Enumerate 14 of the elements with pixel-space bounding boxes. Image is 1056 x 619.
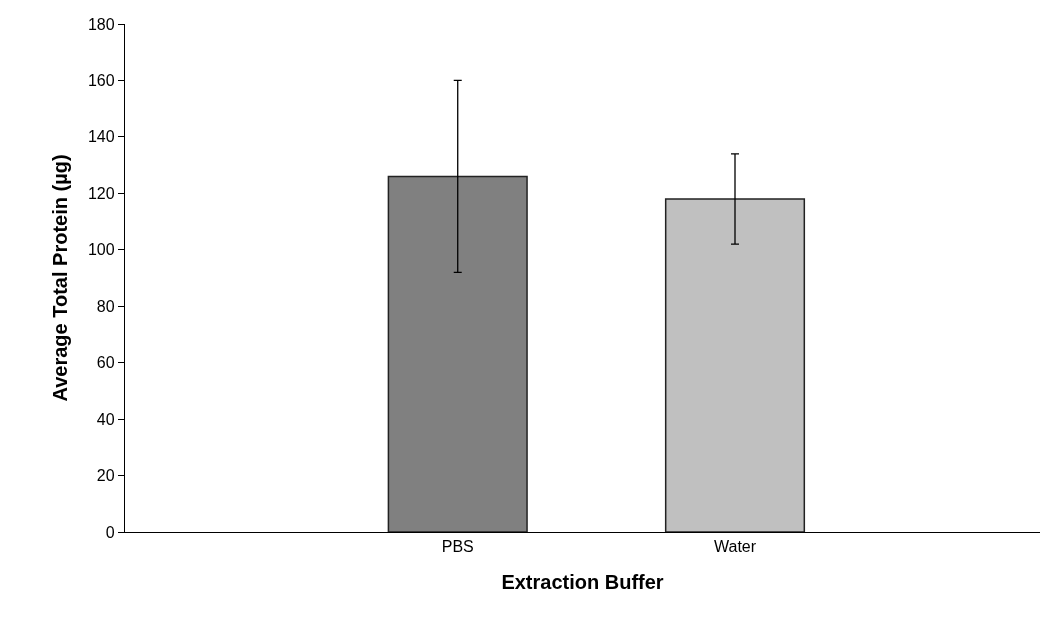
x-tick-label: Water bbox=[713, 538, 757, 556]
y-tick-label: 100 bbox=[87, 241, 115, 259]
y-tick-label: 160 bbox=[87, 72, 115, 90]
y-tick-label: 60 bbox=[96, 354, 115, 372]
y-tick-label: 40 bbox=[96, 410, 115, 428]
x-axis-title: Extraction Buffer bbox=[501, 570, 664, 593]
y-tick-label: 0 bbox=[105, 523, 115, 541]
y-axis-title: Average Total Protein (µg) bbox=[49, 154, 72, 402]
y-tick-label: 140 bbox=[87, 128, 115, 146]
y-tick-label: 20 bbox=[96, 467, 115, 485]
x-tick-label: PBS bbox=[441, 538, 474, 556]
y-tick-label: 120 bbox=[87, 184, 115, 202]
y-tick-label: 180 bbox=[87, 15, 115, 33]
y-tick-label: 80 bbox=[96, 297, 115, 315]
